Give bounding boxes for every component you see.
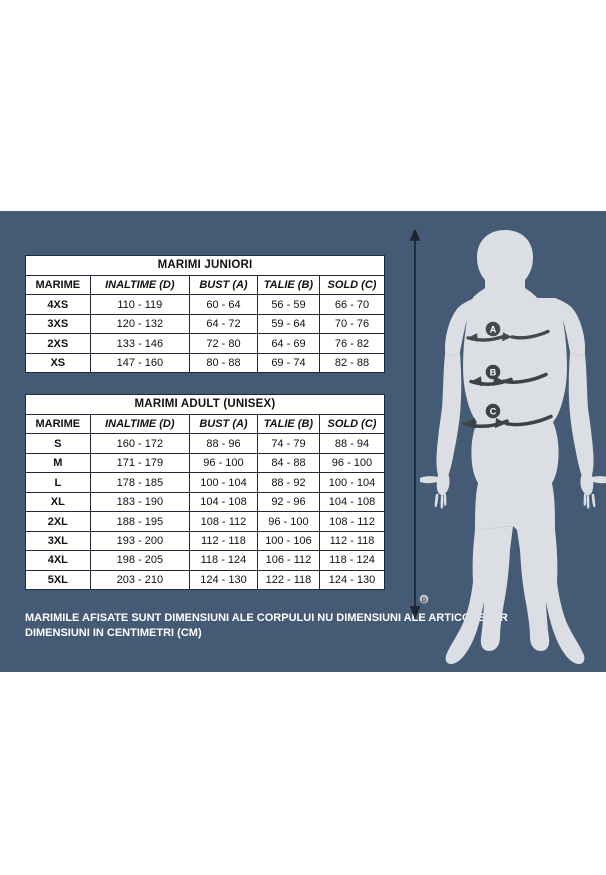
svg-text:A: A — [490, 324, 497, 334]
svg-text:C: C — [490, 406, 497, 416]
svg-text:B: B — [490, 367, 497, 377]
svg-text:D: D — [422, 598, 427, 604]
